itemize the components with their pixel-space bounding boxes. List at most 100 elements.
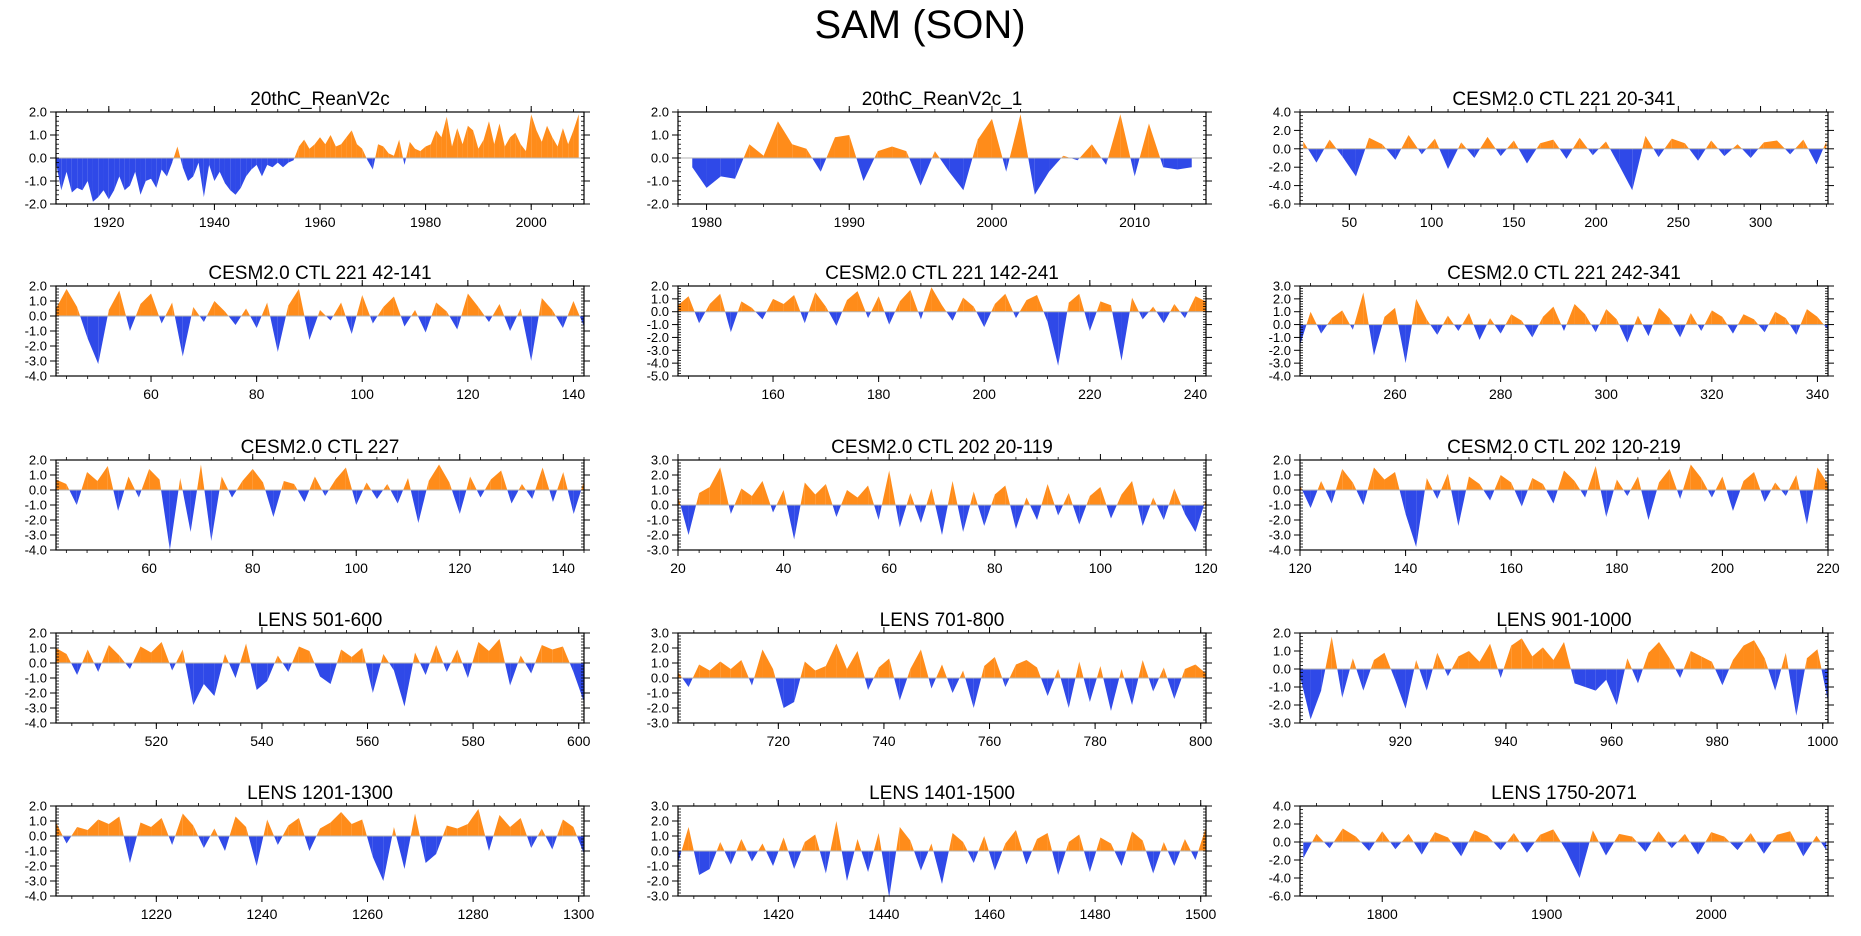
negative-anomaly-area	[881, 851, 890, 898]
x-tick-label: 1460	[974, 906, 1005, 922]
x-tick-label: 100	[1420, 214, 1444, 230]
positive-anomaly-area	[1816, 835, 1821, 842]
y-tick-label: 1.0	[651, 829, 669, 844]
positive-anomaly-area	[1411, 298, 1417, 325]
negative-anomaly-area	[94, 663, 99, 672]
positive-anomaly-area	[1690, 464, 1702, 490]
positive-anomaly-area	[736, 839, 742, 851]
positive-anomaly-area	[1763, 140, 1778, 149]
negative-anomaly-area	[1103, 678, 1111, 711]
panel-4: CESM2.0 CTL 221 142-241 -5.0-4.0-3.0-2.0-…	[647, 263, 1212, 402]
negative-anomaly-area	[984, 505, 992, 526]
negative-anomaly-area	[1606, 669, 1617, 705]
panel-title: CESM2.0 CTL 202 20-119	[831, 437, 1053, 458]
negative-anomaly-area	[410, 490, 419, 523]
negative-anomaly-area	[467, 663, 473, 678]
positive-anomaly-area	[1542, 484, 1547, 490]
negative-anomaly-area	[1461, 842, 1469, 857]
negative-anomaly-area	[203, 836, 211, 848]
negative-anomaly-area	[383, 836, 393, 881]
negative-anomaly-area	[1642, 324, 1649, 337]
negative-anomaly-area	[129, 663, 133, 669]
negative-anomaly-area	[1616, 669, 1625, 705]
positive-anomaly-area	[834, 135, 850, 158]
positive-anomaly-area	[741, 839, 747, 851]
negative-anomaly-area	[396, 836, 405, 869]
positive-anomaly-area	[910, 493, 915, 505]
positive-anomaly-area	[1704, 310, 1712, 325]
positive-anomaly-area	[1540, 829, 1554, 842]
negative-anomaly-area	[1756, 842, 1764, 854]
positive-anomaly-area	[1589, 830, 1593, 842]
negative-anomaly-area	[273, 490, 282, 517]
positive-anomaly-area	[292, 646, 299, 663]
x-tick-label: 720	[767, 733, 791, 749]
panel-2: CESM2.0 CTL 221 20-341 -6.0 -4.0 -2.0 0.0 2.0…	[1269, 89, 1834, 230]
negative-anomaly-area	[404, 316, 412, 327]
positive-anomaly-area	[1659, 469, 1670, 490]
negative-anomaly-area	[1711, 490, 1716, 498]
positive-anomaly-area	[328, 479, 336, 490]
negative-anomaly-area	[129, 158, 136, 186]
positive-anomaly-area	[1754, 472, 1761, 490]
negative-anomaly-area	[480, 490, 485, 498]
negative-anomaly-area	[1325, 490, 1332, 504]
x-tick-label: 520	[145, 733, 169, 749]
x-tick-label: 540	[250, 733, 274, 749]
negative-anomaly-area	[1803, 842, 1813, 857]
negative-anomaly-area	[899, 678, 908, 701]
negative-anomaly-area	[856, 158, 864, 181]
negative-anomaly-area	[98, 663, 102, 672]
positive-anomaly-area	[388, 153, 394, 158]
positive-anomaly-area	[1026, 497, 1030, 505]
negative-anomaly-area	[526, 490, 533, 499]
positive-anomaly-area	[1796, 475, 1800, 490]
positive-anomaly-area	[1777, 140, 1785, 149]
negative-anomaly-area	[755, 311, 763, 320]
negative-anomaly-area	[770, 505, 774, 513]
negative-anomaly-area	[1566, 842, 1580, 878]
y-tick-label: 1.0	[29, 468, 47, 483]
negative-anomaly-area	[783, 678, 795, 708]
positive-anomaly-area	[107, 466, 114, 490]
positive-anomaly-area	[1370, 660, 1374, 669]
positive-anomaly-area	[1047, 833, 1053, 851]
negative-anomaly-area	[1054, 505, 1059, 516]
negative-anomaly-area	[682, 678, 689, 687]
negative-anomaly-area	[352, 490, 357, 505]
negative-anomaly-area	[1474, 148, 1481, 158]
positive-anomaly-area	[874, 151, 878, 158]
negative-anomaly-area	[135, 490, 139, 498]
y-tick-label: -2.0	[25, 339, 47, 354]
negative-anomaly-area	[198, 836, 204, 848]
positive-anomaly-area	[472, 642, 479, 663]
y-tick-label: 1.0	[1273, 644, 1291, 659]
positive-anomaly-area	[1705, 832, 1712, 842]
positive-anomaly-area	[510, 132, 516, 158]
negative-anomaly-area	[372, 158, 376, 170]
positive-anomaly-area	[751, 307, 756, 312]
positive-anomaly-area	[1096, 301, 1101, 312]
positive-anomaly-area	[1711, 832, 1725, 842]
positive-anomaly-area	[1447, 473, 1452, 490]
positive-anomaly-area	[538, 298, 542, 316]
negative-anomaly-area	[1689, 148, 1699, 161]
positive-anomaly-area	[517, 308, 521, 316]
x-tick-label: 580	[461, 733, 485, 749]
y-tick-label: 2.0	[29, 279, 47, 294]
positive-anomaly-area	[1414, 660, 1417, 669]
y-tick-label: 0.0	[1273, 483, 1291, 498]
negative-anomaly-area	[965, 678, 974, 708]
negative-anomaly-area	[476, 490, 481, 498]
negative-anomaly-area	[172, 663, 176, 671]
positive-anomaly-area	[878, 833, 882, 851]
negative-anomaly-area	[351, 316, 357, 334]
panel-title: 20thC_ReanV2c	[250, 89, 389, 110]
positive-anomaly-area	[1785, 652, 1789, 669]
negative-anomaly-area	[1137, 505, 1143, 526]
positive-anomaly-area	[200, 464, 205, 490]
negative-anomaly-area	[1310, 490, 1318, 508]
positive-anomaly-area	[535, 467, 543, 490]
negative-anomaly-area	[1645, 842, 1652, 852]
negative-anomaly-area	[933, 851, 942, 884]
